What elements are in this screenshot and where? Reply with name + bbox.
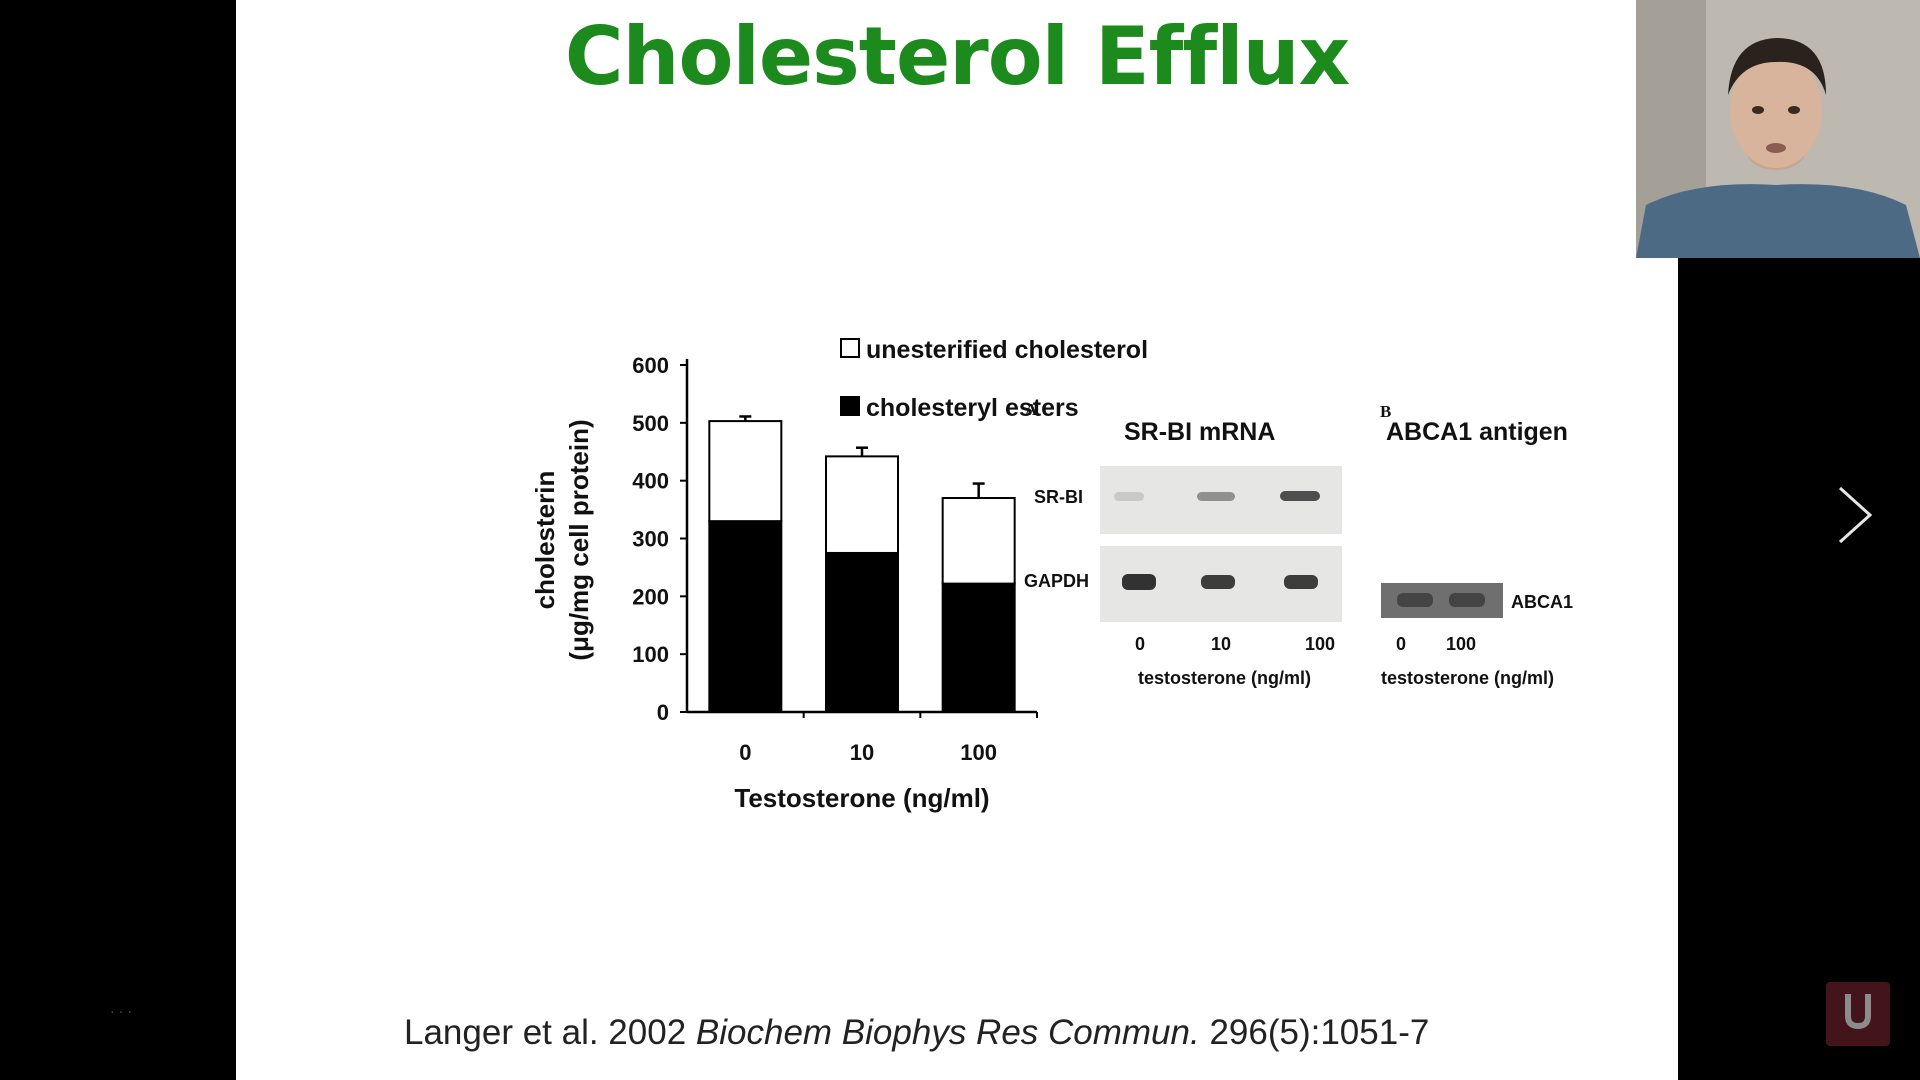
legend-swatch [840,338,860,358]
gapdh-band [1201,575,1235,589]
x-axis-label: Testosterone (ng/ml) [734,783,989,813]
ellipsis-icon: ··· [110,1003,136,1019]
slide-title: Cholesterol Efflux [564,10,1350,103]
bar-unesterified [708,420,783,523]
slide: Cholesterol Efflux 0 100 200 300 400 500 600 0 1… [236,0,1678,1080]
blot-a-lane-label: 10 [1211,634,1232,654]
abca1-band [1449,593,1485,607]
panel-a-letter: A [1025,400,1038,419]
x-tick-label: 10 [850,740,874,765]
blot-a-heading: SR-BI mRNA [1124,418,1276,446]
citation-volume: 296(5):1051-7 [1199,1013,1430,1052]
srbi-gel [1100,466,1342,534]
blot-a-xlabel: testosterone (ng/ml) [1138,668,1312,688]
gapdh-band [1122,574,1156,590]
bar-unesterified [825,455,899,554]
x-tick-label: 100 [960,740,997,765]
blot-b-row-label: ABCA1 [1511,592,1574,612]
panel-b-letter: B [1380,402,1392,421]
y-tick-label: 400 [632,469,669,494]
gapdh-gel [1100,546,1342,622]
blot-a-row2-label: GAPDH [1024,571,1090,591]
chevron-right-icon[interactable] [1820,480,1890,550]
stacked-bar-chart: 0 100 200 300 400 500 600 0 10 100 Testosterone (n… [530,336,1148,813]
blot-a-row1-label: SR-BI [1034,487,1083,507]
blot-b-heading: ABCA1 antigen [1386,418,1568,446]
y-tick-label: 100 [632,642,669,667]
abca1-band [1397,593,1433,607]
srbi-band [1197,492,1235,501]
y-tick-label: 0 [657,700,669,725]
gapdh-band [1284,575,1318,589]
y-axis-label: cholesterin [530,471,560,610]
citation-authors: Langer et al. 2002 [404,1013,696,1052]
srbi-band [1114,492,1144,501]
legend-entry: cholesteryl esters [866,394,1079,422]
blot-a-lane-label: 100 [1305,634,1336,654]
bar-esters [825,551,899,713]
legend-swatch [840,396,860,416]
blot-a-lane-label: 0 [1135,634,1146,654]
y-tick-label: 600 [632,353,669,378]
y-tick-label: 300 [632,527,669,552]
citation: Langer et al. 2002 Biochem Biophys Res C… [404,1013,1429,1053]
blot-b-lane-label: 100 [1446,634,1477,654]
y-tick-label: 200 [632,584,669,609]
legend-entry: unesterified cholesterol [866,336,1148,364]
bar-unesterified [941,497,1016,585]
blot-b-lane-label: 0 [1396,634,1407,654]
webcam-video [1636,0,1920,258]
srbi-band [1280,491,1320,501]
bar-esters [941,582,1016,713]
presenter-icon [1636,0,1920,258]
urology-logo-icon [1826,982,1890,1046]
x-tick-label: 0 [739,740,751,765]
citation-journal: Biochem Biophys Res Commun. [695,1013,1200,1052]
blot-b-xlabel: testosterone (ng/ml) [1381,668,1555,688]
y-tick-label: 500 [632,411,669,436]
y-axis-label: (μg/mg cell protein) [564,419,594,660]
bar-esters [708,520,783,713]
abca1-gel [1381,583,1503,618]
